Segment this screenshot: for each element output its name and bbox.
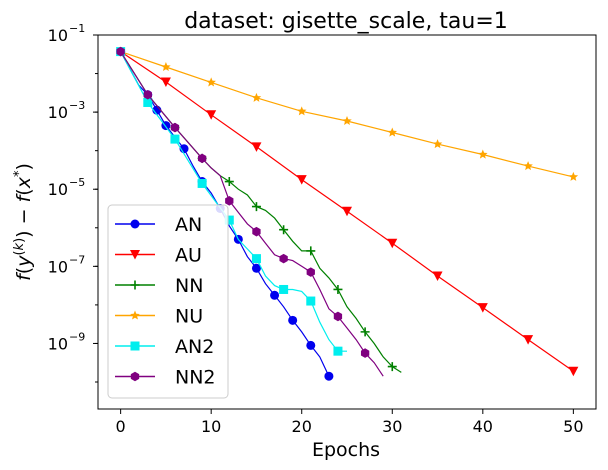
- data-point-au: [477, 303, 488, 313]
- data-point-an2: [333, 346, 343, 356]
- data-point-nn2: [360, 348, 370, 358]
- data-point-nu: [206, 77, 216, 87]
- data-point-an: [288, 315, 298, 325]
- data-point-au: [523, 335, 534, 345]
- data-point-an: [251, 263, 261, 273]
- legend-item-nu: NU: [115, 306, 203, 328]
- data-point-nn: [224, 177, 234, 187]
- y-tick-label: 10: [48, 26, 68, 45]
- legend-marker: [130, 341, 140, 351]
- data-point-an2: [170, 134, 180, 144]
- legend-item-au: AU: [115, 245, 202, 267]
- x-tick-label: 50: [563, 417, 583, 436]
- data-point-nn2: [252, 226, 261, 237]
- data-point-nu: [161, 62, 171, 72]
- data-point-au: [206, 110, 217, 120]
- data-point-nu: [478, 149, 488, 159]
- data-point-an: [270, 290, 280, 300]
- chart-title: dataset: gisette_scale, tau=1: [184, 9, 508, 34]
- y-tick-label: 10: [48, 257, 68, 276]
- plot-frame: [97, 34, 597, 410]
- data-point-au: [387, 238, 398, 249]
- legend-item-an: AN: [115, 214, 202, 236]
- data-point-au: [296, 175, 307, 185]
- y-tick-exponent: −7: [69, 253, 85, 266]
- y-tick-label: 10: [48, 103, 68, 122]
- y-tick-exponent: −1: [69, 22, 85, 35]
- x-tick-label: 40: [473, 417, 493, 436]
- y-tick-exponent: −3: [69, 99, 85, 112]
- x-axis-label: Epochs: [312, 439, 380, 461]
- legend-marker: [130, 371, 140, 382]
- data-point-au: [432, 271, 443, 281]
- series-line-an: [120, 51, 330, 377]
- data-point-an: [306, 340, 316, 350]
- data-point-nn2: [143, 89, 152, 100]
- y-tick-label: 10: [48, 334, 68, 353]
- series-line-nn2: [120, 51, 384, 377]
- data-point-an2: [251, 254, 261, 264]
- x-tick-label: 20: [292, 417, 312, 436]
- data-point-nn2: [197, 153, 207, 164]
- data-point-nu: [251, 92, 262, 102]
- data-point-nu: [523, 161, 533, 171]
- series-nn2: [116, 46, 384, 377]
- data-point-nn2: [225, 195, 234, 206]
- data-point-nu: [387, 127, 398, 137]
- data-point-nu: [568, 171, 579, 181]
- series-line-an2: [120, 51, 347, 352]
- data-point-nn: [251, 202, 261, 212]
- data-point-au: [568, 366, 579, 377]
- data-point-an2: [197, 178, 207, 188]
- data-point-an: [324, 371, 334, 381]
- legend: AN AU NN NU AN2 NN2: [107, 204, 229, 399]
- data-point-nn: [279, 225, 289, 235]
- data-point-nn2: [333, 311, 343, 322]
- data-point-nn2: [170, 122, 180, 133]
- legend-label: NN2: [175, 367, 216, 389]
- data-point-nn: [387, 362, 397, 372]
- legend-label: AU: [175, 245, 202, 267]
- y-tick-exponent: −9: [69, 330, 85, 343]
- data-point-nn: [360, 327, 370, 337]
- x-tick-label: 0: [116, 417, 126, 436]
- legend-marker: [130, 310, 140, 320]
- legend-item-nn2: NN2: [115, 367, 216, 389]
- legend-item-nn: NN: [115, 275, 203, 297]
- data-point-nu: [296, 106, 307, 116]
- legend-marker: [130, 250, 140, 260]
- legend-label: NU: [175, 306, 203, 328]
- data-point-nn: [333, 284, 343, 294]
- data-point-nn: [306, 246, 316, 256]
- data-point-au: [160, 77, 171, 88]
- data-point-an2: [306, 296, 316, 306]
- legend-marker: [130, 280, 140, 290]
- data-point-nu: [432, 139, 443, 149]
- legend-marker: [130, 219, 140, 229]
- x-tick-label: 10: [201, 417, 221, 436]
- series-au: [120, 51, 579, 377]
- data-point-an2: [224, 215, 234, 225]
- data-point-au: [342, 206, 352, 217]
- data-point-au: [251, 142, 262, 152]
- legend-item-an2: AN2: [115, 336, 214, 358]
- legend-label: AN: [175, 214, 202, 236]
- y-axis-label: f(y(k)) − f(x*): [12, 163, 36, 281]
- y-tick-label: 10: [48, 180, 68, 199]
- data-point-an2: [279, 284, 289, 294]
- data-point-an2: [143, 97, 153, 107]
- x-tick-label: 30: [382, 417, 402, 436]
- y-tick-exponent: −5: [69, 176, 85, 189]
- data-point-nn2: [279, 253, 288, 264]
- legend-label: NN: [175, 275, 203, 297]
- data-point-nu: [342, 115, 352, 126]
- series-nu: [120, 51, 579, 181]
- legend-label: AN2: [175, 336, 214, 358]
- data-point-nn2: [116, 46, 125, 57]
- data-point-nn2: [306, 267, 315, 277]
